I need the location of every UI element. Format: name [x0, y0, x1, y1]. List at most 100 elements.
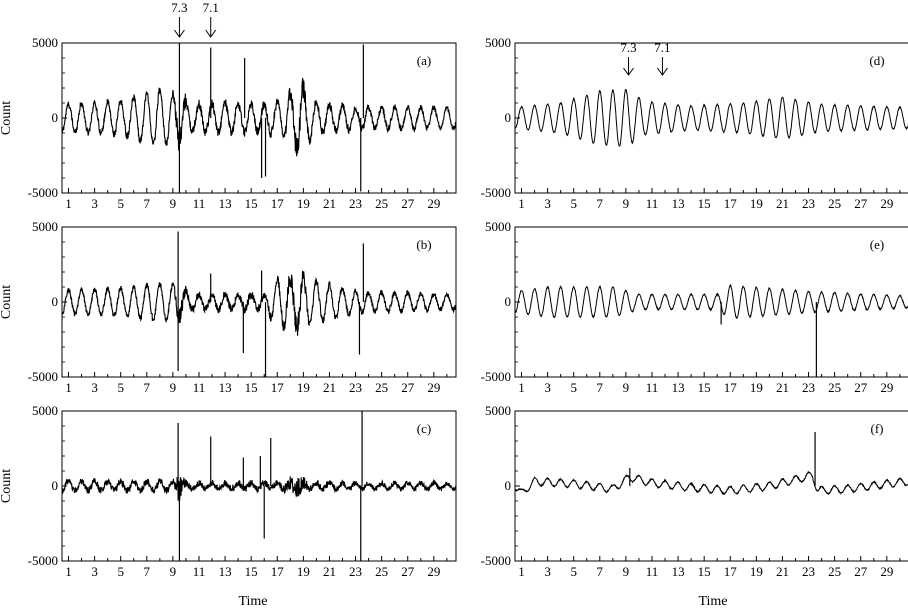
- y-tick-label: -5000: [28, 185, 58, 200]
- signal-line: [514, 470, 908, 496]
- plot-frame: [61, 42, 457, 194]
- x-tick-label: 27: [401, 564, 415, 579]
- x-tick-label: 3: [91, 196, 98, 211]
- x-tick-label: 25: [828, 380, 841, 395]
- x-tick-label: 9: [170, 380, 177, 395]
- x-tick-label: 13: [219, 380, 232, 395]
- x-tick-label: 7: [597, 196, 604, 211]
- x-tick-label: 15: [245, 196, 258, 211]
- x-tick-label: 15: [245, 380, 258, 395]
- x-tick-label: 5: [117, 196, 124, 211]
- x-tick-label: 29: [427, 196, 440, 211]
- x-tick-label: 27: [401, 380, 415, 395]
- x-tick-label: 9: [170, 564, 177, 579]
- y-axis-label: Count: [0, 101, 14, 135]
- x-tick-label: 7: [144, 564, 151, 579]
- x-tick-label: 21: [323, 564, 336, 579]
- x-tick-label: 21: [776, 380, 789, 395]
- x-tick-label: 27: [854, 196, 868, 211]
- event-annotation-label: 7.3: [171, 0, 187, 15]
- y-tick-label: 5000: [32, 219, 58, 234]
- y-tick-label: 5000: [32, 403, 58, 418]
- y-tick-label: -5000: [28, 553, 58, 568]
- x-tick-label: 25: [375, 564, 388, 579]
- x-tick-label: 17: [724, 564, 738, 579]
- panel-label: (f): [871, 421, 884, 436]
- x-tick-label: 9: [623, 564, 630, 579]
- x-tick-label: 17: [271, 380, 285, 395]
- x-tick-label: 17: [271, 564, 285, 579]
- x-tick-label: 3: [91, 564, 98, 579]
- x-tick-label: 3: [544, 564, 551, 579]
- x-tick-label: 17: [724, 380, 738, 395]
- x-tick-label: 29: [880, 380, 893, 395]
- annotation-arrowhead: [174, 29, 185, 38]
- panel-label: (c): [417, 421, 431, 436]
- y-tick-label: -5000: [28, 369, 58, 384]
- x-tick-label: 5: [570, 196, 577, 211]
- x-tick-label: 19: [297, 196, 310, 211]
- y-tick-label: 0: [505, 294, 512, 309]
- x-tick-label: 11: [193, 196, 206, 211]
- x-tick-label: 5: [117, 564, 124, 579]
- event-annotation-label: 7.1: [654, 40, 670, 55]
- x-tick-label: 1: [518, 380, 525, 395]
- x-tick-label: 19: [750, 564, 763, 579]
- x-tick-label: 17: [724, 196, 738, 211]
- plot-frame: [514, 42, 908, 194]
- y-tick-label: 5000: [32, 35, 58, 50]
- x-tick-label: 1: [65, 196, 72, 211]
- x-tick-label: 21: [323, 196, 336, 211]
- x-tick-label: 9: [170, 196, 177, 211]
- x-tick-label: 1: [65, 380, 72, 395]
- x-tick-label: 7: [597, 380, 604, 395]
- x-tick-label: 25: [828, 564, 841, 579]
- panel-label: (e): [870, 237, 884, 252]
- x-tick-label: 19: [750, 380, 763, 395]
- annotation-arrowhead: [205, 29, 217, 38]
- x-tick-label: 9: [623, 380, 630, 395]
- x-tick-label: 13: [672, 380, 685, 395]
- y-tick-label: 0: [52, 110, 59, 125]
- x-tick-label: 5: [570, 380, 577, 395]
- panel-label: (a): [417, 53, 431, 68]
- x-tick-label: 23: [802, 380, 815, 395]
- x-tick-label: 29: [880, 196, 893, 211]
- x-tick-label: 5: [570, 564, 577, 579]
- y-tick-label: -5000: [481, 185, 511, 200]
- x-tick-label: 15: [698, 380, 711, 395]
- panel-label: (b): [416, 237, 431, 252]
- x-tick-label: 13: [219, 564, 232, 579]
- x-tick-label: 21: [776, 564, 789, 579]
- x-tick-label: 27: [854, 380, 868, 395]
- signal-line: [61, 476, 457, 501]
- x-tick-label: 19: [297, 380, 310, 395]
- x-tick-label: 29: [880, 564, 893, 579]
- event-annotation-label: 7.3: [620, 40, 636, 55]
- x-tick-label: 5: [117, 380, 124, 395]
- y-tick-label: 5000: [485, 403, 511, 418]
- signal-line: [61, 270, 457, 336]
- x-tick-label: 7: [597, 564, 604, 579]
- x-tick-label: 11: [193, 380, 206, 395]
- event-annotation-label: 7.1: [203, 0, 219, 15]
- x-tick-label: 11: [646, 564, 659, 579]
- y-tick-label: -5000: [481, 553, 511, 568]
- y-tick-label: 5000: [485, 35, 511, 50]
- x-tick-label: 23: [349, 380, 362, 395]
- x-tick-label: 21: [323, 380, 336, 395]
- y-tick-label: 5000: [485, 219, 511, 234]
- x-tick-label: 23: [802, 564, 815, 579]
- y-tick-label: 0: [52, 478, 59, 493]
- y-axis-label: Count: [0, 285, 14, 319]
- x-tick-label: 3: [544, 380, 551, 395]
- x-axis-label-right: Time: [698, 594, 727, 609]
- x-tick-label: 1: [65, 564, 72, 579]
- y-tick-label: 0: [505, 110, 512, 125]
- x-tick-label: 13: [672, 196, 685, 211]
- x-tick-label: 15: [245, 564, 258, 579]
- x-tick-label: 23: [349, 196, 362, 211]
- x-tick-label: 7: [144, 380, 151, 395]
